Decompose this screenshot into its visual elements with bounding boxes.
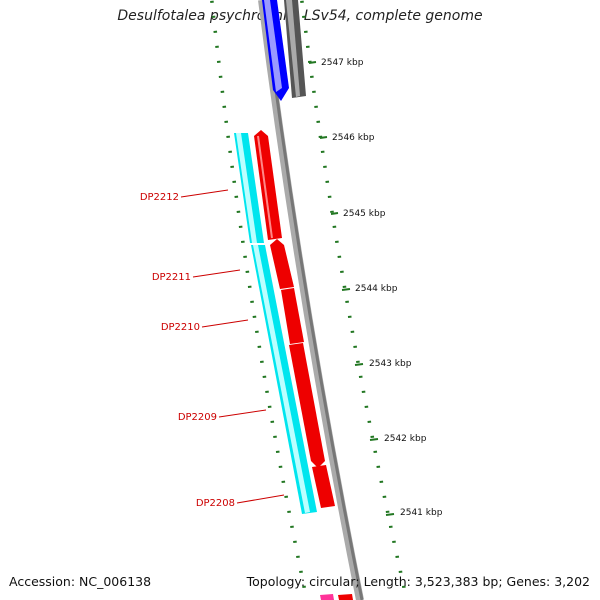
- scale-label-2541: 2541 kbp: [400, 508, 443, 518]
- scale-label-2545: 2545 kbp: [343, 209, 386, 219]
- gene-label-dp2208[interactable]: DP2208: [196, 498, 235, 509]
- scale-label-2544: 2544 kbp: [355, 284, 398, 294]
- leader-dp2212: [180, 189, 229, 198]
- inner-tick-ring: [210, 0, 306, 588]
- gene-dp2208[interactable]: [312, 465, 335, 508]
- gene-label-dp2210[interactable]: DP2210: [161, 322, 200, 333]
- scale-tick-2547: [308, 61, 317, 64]
- scale-label-2547: 2547 kbp: [321, 58, 364, 68]
- gene-label-dp2209[interactable]: DP2209: [178, 412, 217, 423]
- outer-tick-ring: [300, 0, 406, 588]
- leader-dp2209: [218, 409, 267, 418]
- scale-label-2546: 2546 kbp: [332, 133, 375, 143]
- footer-accession: Accession: NC_006138: [9, 574, 152, 589]
- gene-track-cyan-upper-highlight: [236, 133, 257, 243]
- gene-dp2209[interactable]: [289, 343, 325, 468]
- gene-dp2210[interactable]: [281, 288, 304, 344]
- gene-label-dp2212[interactable]: DP2212: [140, 192, 179, 203]
- map-title: Desulfotalea psychrophila LSv54, complet…: [117, 8, 483, 24]
- feature-gray-highlight: [286, 0, 300, 97]
- feature-blue-highlight: [264, 0, 282, 92]
- scale-tick-2542: [369, 438, 379, 441]
- feature-pink[interactable]: [320, 594, 334, 600]
- feature-bottom-red[interactable]: [338, 594, 353, 600]
- scale-tick-2541: [385, 513, 395, 516]
- gene-dp2211[interactable]: [270, 239, 294, 289]
- gene-track-cyan-lower-highlight: [253, 245, 310, 513]
- gene-highlight-line: [257, 135, 273, 239]
- footer-stats: Topology: circular; Length: 3,523,383 bp…: [246, 574, 590, 589]
- scale-tick-2546: [319, 136, 328, 139]
- scale-label-2542: 2542 kbp: [384, 434, 427, 444]
- scale-tick-2545: [330, 212, 339, 215]
- leader-dp2208: [236, 494, 285, 504]
- scale-tick-2543: [354, 363, 364, 366]
- scale-label-2543: 2543 kbp: [369, 359, 412, 369]
- leader-dp2210: [201, 319, 249, 328]
- scale-tick-2544: [341, 288, 351, 291]
- gene-label-dp2211[interactable]: DP2211: [152, 272, 191, 283]
- leader-dp2211: [192, 269, 241, 278]
